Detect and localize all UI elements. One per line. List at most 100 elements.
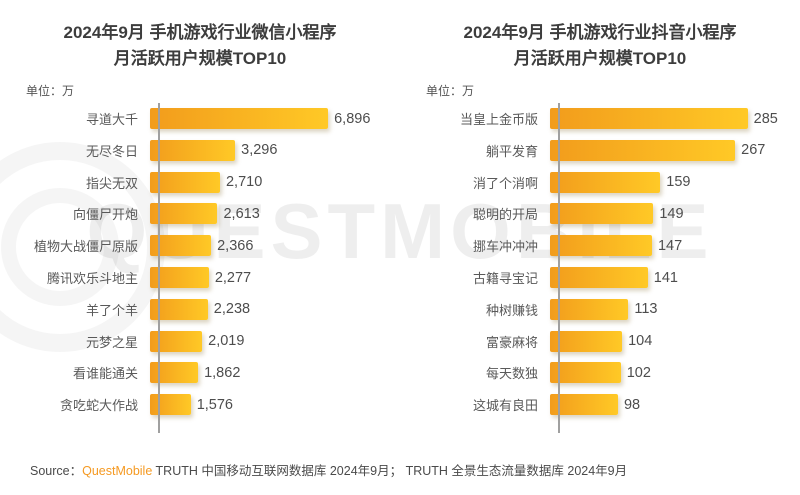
bar-rows: 当皇上金币版 285 躺平发育 267 消了个消啊 159 聪明的开局 149 挪车冲冲冲 147… [408, 102, 794, 433]
chart-row: 当皇上金币版 285 [408, 103, 794, 135]
chart-title-line1: 2024年9月 手机游戏行业抖音小程序 [463, 23, 737, 42]
bar [150, 171, 220, 193]
chart-row: 消了个消啊 159 [408, 166, 794, 198]
source-label: Source： [30, 464, 83, 478]
chart-title-line1: 2024年9月 手机游戏行业微信小程序 [63, 23, 337, 42]
chart-row: 这城有良田 98 [408, 389, 794, 421]
chart-row: 寻道大千 6,896 [8, 103, 394, 135]
bar-category-label: 这城有良田 [472, 398, 538, 414]
bar-category-label: 躺平发育 [485, 143, 538, 159]
bar [150, 330, 203, 352]
bar-cell: 102 [548, 362, 794, 384]
bar-category-label: 贪吃蛇大作战 [59, 398, 138, 414]
bar-category-label: 每天数独 [485, 366, 538, 382]
chart-row: 富豪麻将 104 [408, 325, 794, 357]
chart-row: 躺平发育 267 [408, 134, 794, 166]
bar-cell: 2,019 [148, 330, 394, 352]
bar-cell: 2,366 [148, 235, 394, 257]
bar-value-label: 147 [657, 237, 683, 254]
source-brand: QuestMobile [82, 464, 153, 478]
bar-cell: 2,277 [148, 267, 394, 289]
bar-category-label: 无尽冬日 [85, 143, 138, 159]
bar-cell: 149 [548, 203, 794, 225]
chart-row: 腾讯欢乐斗地主 2,277 [8, 262, 394, 294]
bar-cell: 285 [548, 108, 794, 130]
charts-container: 2024年9月 手机游戏行业微信小程序 月活跃用户规模TOP10 单位：万 寻道… [0, 0, 800, 433]
bar-cell: 147 [548, 235, 794, 257]
bar-cell: 1,576 [148, 394, 394, 416]
bar [150, 235, 212, 257]
bar-value-label: 2,019 [208, 333, 245, 350]
bar-cell: 6,896 [148, 108, 394, 130]
bar [550, 235, 652, 257]
bar-category-label: 挪车冲冲冲 [472, 239, 538, 255]
bar-category-label: 向僵尸开炮 [72, 207, 138, 223]
bar-category-label: 元梦之星 [85, 334, 138, 350]
chart-row: 看谁能通关 1,862 [8, 357, 394, 389]
chart-row: 贪吃蛇大作战 1,576 [8, 389, 394, 421]
chart-row: 元梦之星 2,019 [8, 325, 394, 357]
bar [150, 362, 199, 384]
bar-category-label: 富豪麻将 [485, 334, 538, 350]
chart-title-douyin: 2024年9月 手机游戏行业抖音小程序 月活跃用户规模TOP10 [400, 20, 800, 73]
bar [550, 362, 621, 384]
bar-value-label: 1,576 [196, 396, 233, 413]
bar-cell: 1,862 [148, 362, 394, 384]
bar-category-label: 消了个消啊 [472, 175, 538, 191]
bar [550, 139, 736, 161]
bar-value-label: 104 [628, 333, 653, 350]
bar-cell: 3,296 [148, 139, 394, 161]
bar-value-label: 285 [753, 110, 778, 127]
chart-douyin-miniprogram: 2024年9月 手机游戏行业抖音小程序 月活跃用户规模TOP10 单位：万 当皇… [400, 0, 800, 433]
bar [150, 139, 236, 161]
bar-category-label: 当皇上金币版 [459, 112, 538, 128]
y-axis-line [558, 102, 560, 433]
bar-value-label: 6,896 [334, 110, 371, 127]
bar [550, 330, 623, 352]
bar [150, 394, 191, 416]
bar-category-label: 羊了个羊 [85, 302, 138, 318]
chart-row: 种树赚钱 113 [408, 293, 794, 325]
bar-cell: 2,613 [148, 203, 394, 225]
bar [150, 298, 208, 320]
y-axis-line [158, 102, 160, 433]
bar [550, 108, 748, 130]
source-line: Source：QuestMobile TRUTH 中国移动互联网数据库 2024… [30, 460, 627, 479]
bar [150, 267, 209, 289]
unit-label: 单位：万 [426, 83, 475, 98]
chart-row: 聪明的开局 149 [408, 198, 794, 230]
bar-value-label: 98 [623, 396, 641, 413]
bar-value-label: 159 [666, 174, 691, 191]
bar-rows: 寻道大千 6,896 无尽冬日 3,296 指尖无双 2,710 向僵尸开炮 2,613 植物大… [8, 102, 394, 433]
bar-value-label: 2,238 [213, 301, 251, 318]
bar-value-label: 3,296 [241, 142, 278, 159]
bar-category-label: 植物大战僵尸原版 [33, 239, 138, 255]
bar-value-label: 113 [634, 301, 658, 318]
bar-value-label: 102 [626, 364, 651, 381]
bar-value-label: 2,366 [217, 237, 254, 254]
bar [150, 108, 329, 130]
bar [550, 394, 618, 416]
bar-value-label: 149 [659, 205, 684, 222]
chart-wechat-miniprogram: 2024年9月 手机游戏行业微信小程序 月活跃用户规模TOP10 单位：万 寻道… [0, 0, 400, 433]
bar-cell: 159 [548, 171, 794, 193]
bar-value-label: 141 [653, 269, 678, 286]
chart-row: 指尖无双 2,710 [8, 166, 394, 198]
bar-category-label: 腾讯欢乐斗地主 [46, 271, 138, 287]
bar [550, 171, 661, 193]
bar-value-label: 2,277 [214, 269, 252, 286]
bar [550, 298, 629, 320]
bar-category-label: 指尖无双 [85, 175, 138, 191]
bar-cell: 113 [548, 298, 794, 320]
bar [550, 203, 654, 225]
bar-value-label: 1,862 [204, 364, 241, 381]
bar [150, 203, 218, 225]
source-text: TRUTH 中国移动互联网数据库 2024年9月； TRUTH 全景生态流量数据… [152, 464, 628, 478]
bar-cell: 267 [548, 139, 794, 161]
chart-title-line2: 月活跃用户规模TOP10 [113, 49, 287, 69]
chart-row: 羊了个羊 2,238 [8, 293, 394, 325]
bar-category-label: 聪明的开局 [472, 207, 538, 223]
bar-cell: 2,238 [148, 298, 394, 320]
chart-row: 植物大战僵尸原版 2,366 [8, 230, 394, 262]
chart-row: 向僵尸开炮 2,613 [8, 198, 394, 230]
